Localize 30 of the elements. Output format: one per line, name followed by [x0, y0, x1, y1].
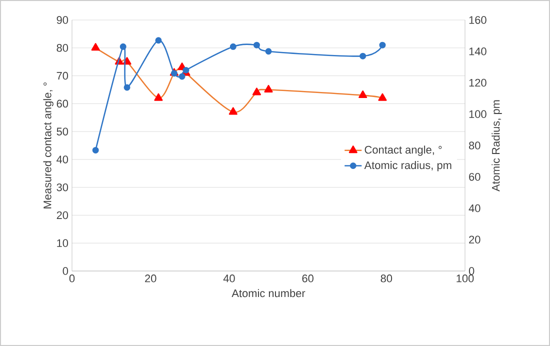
x-tick-label: 80	[380, 274, 392, 282]
y-tick-label: 10	[57, 239, 68, 247]
x-tick-label: 20	[145, 274, 156, 282]
legend-label: Contact angle, °	[364, 146, 442, 156]
y2-tick-label: 80	[469, 142, 480, 150]
y-tick-label: 60	[56, 100, 68, 108]
y2-tick-label: 160	[469, 16, 486, 24]
y-tick-label: 40	[56, 156, 68, 164]
x-tick-label: 100	[456, 274, 474, 282]
y-tick-label: 80	[56, 44, 68, 52]
y-tick-label: 0	[62, 267, 68, 275]
x-tick-label: 60	[302, 274, 314, 282]
legend-label: Atomic radius, pm	[364, 161, 452, 172]
x-tick-label: 0	[69, 274, 75, 282]
y2-tick-label: 20	[469, 236, 480, 244]
y2-tick-label: 120	[469, 78, 486, 87]
y2-tick-label: 140	[469, 48, 486, 56]
y2-tick-label: 0	[468, 267, 474, 275]
y2-tick-label: 40	[468, 204, 480, 212]
y-tick-label: 30	[56, 183, 68, 192]
y2-axis-title: Atomic Radius, pm	[492, 100, 502, 192]
y-tick-label: 20	[56, 211, 68, 220]
y2-tick-label: 60	[469, 173, 480, 181]
y-axis-title: Measured contact angle, °	[43, 82, 54, 208]
x-tick-label: 40	[223, 274, 235, 282]
x-axis-title: Atomic number	[232, 289, 306, 298]
y2-tick-label: 100	[469, 110, 486, 118]
y-tick-label: 70	[56, 72, 68, 80]
y-tick-label: 90	[56, 16, 68, 24]
y-tick-label: 50	[56, 128, 68, 136]
